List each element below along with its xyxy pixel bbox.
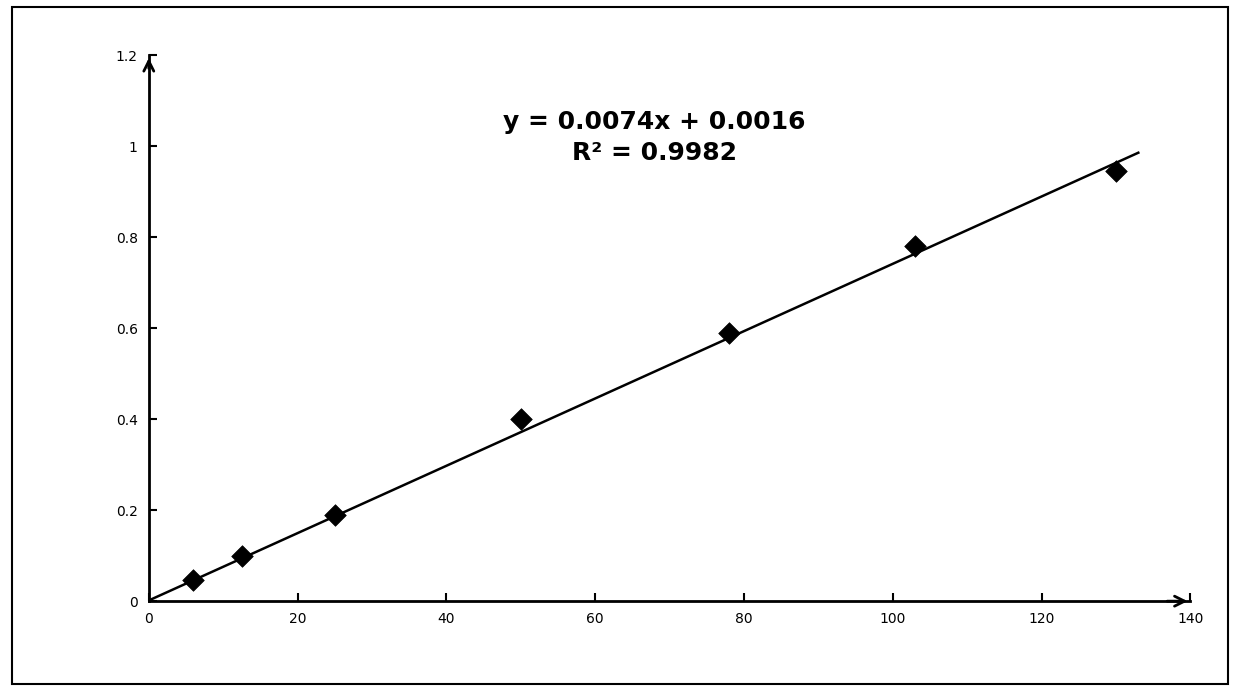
Point bbox=[184, 575, 203, 586]
Point bbox=[511, 414, 531, 425]
Point bbox=[325, 509, 345, 520]
Point bbox=[905, 241, 925, 252]
Point bbox=[1106, 166, 1126, 177]
Point bbox=[232, 550, 252, 561]
Point bbox=[719, 328, 739, 339]
Text: y = 0.0074x + 0.0016
R² = 0.9982: y = 0.0074x + 0.0016 R² = 0.9982 bbox=[503, 110, 806, 165]
